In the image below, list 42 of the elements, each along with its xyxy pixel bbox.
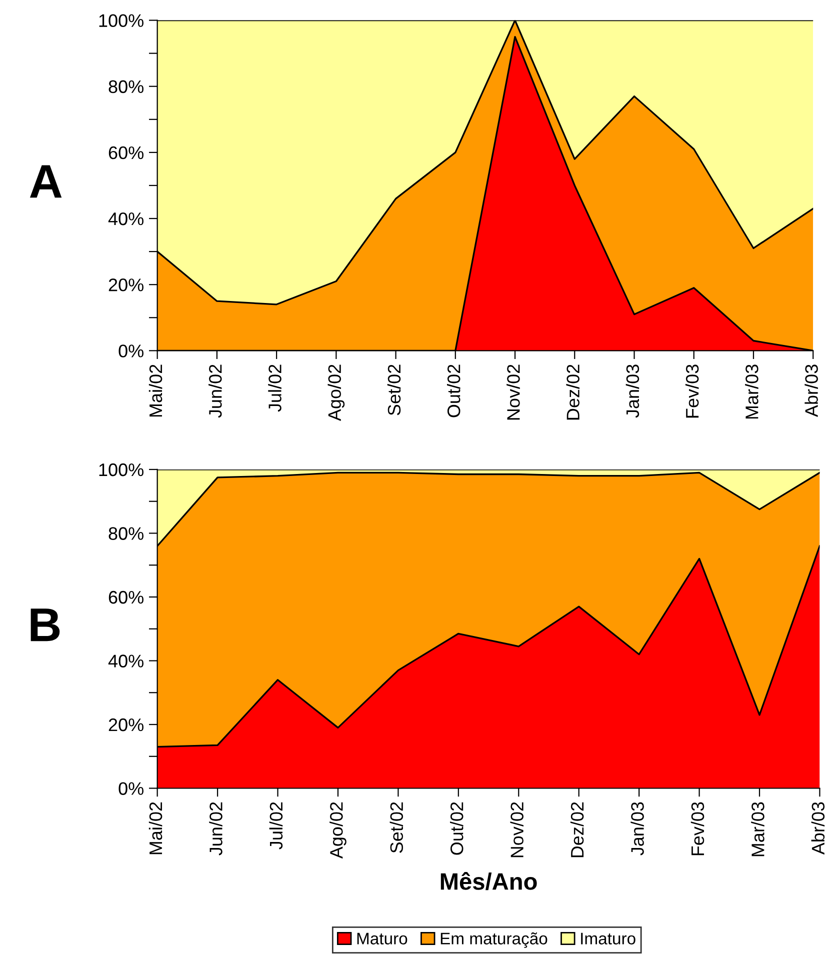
x-tick-label: Set/02 [390, 802, 404, 853]
x-tick-label: Dez/02 [570, 802, 584, 858]
text: A [30, 165, 62, 198]
y-tick-label: 100% [99, 14, 144, 28]
x-tick-label: Jul/02 [268, 364, 282, 412]
x-tick-label: Out/02 [446, 364, 460, 418]
legend-label: Maturo [357, 932, 408, 944]
x-tick-label: Jan/03 [630, 802, 644, 856]
x-tick-label: Set/02 [387, 364, 401, 416]
x-tick-label: Mar/03 [751, 802, 764, 856]
y-tick-label: 40% [108, 212, 144, 226]
x-tick-label: Jan/03 [626, 364, 640, 418]
x-tick-label: Jun/02 [208, 364, 222, 418]
x-tick-label: Mai/02 [148, 364, 162, 417]
x-tick-label: Abr/03 [811, 802, 825, 855]
y-tick-label: 80% [108, 527, 144, 540]
y-tick-label: 60% [108, 146, 144, 160]
x-tick-label: Nov/02 [506, 364, 520, 420]
x-tick-label: Nov/02 [510, 802, 524, 858]
x-tick-label: Out/02 [450, 802, 464, 855]
x-tick-label: Fev/03 [690, 802, 704, 856]
y-tick-label: 60% [108, 590, 144, 604]
y-tick-label: 100% [99, 463, 144, 476]
legend-label: Em maturação [440, 932, 548, 948]
x-tick-label: Jul/02 [269, 802, 283, 850]
x-tick-label: Ago/02 [330, 802, 346, 859]
y-tick-label: 0% [118, 782, 144, 795]
y-tick-label: 0% [118, 344, 144, 358]
x-tick-label: Fev/03 [685, 364, 699, 418]
text: B [30, 608, 60, 642]
x-tick-label: Jun/02 [209, 802, 222, 856]
x-tick-label: Dez/02 [566, 364, 580, 420]
y-tick-label: 80% [108, 80, 144, 94]
y-tick-label: 40% [108, 654, 144, 668]
x-axis-title: Mês/Ano [440, 872, 537, 890]
x-tick-label: Ago/02 [328, 364, 345, 422]
x-tick-label: Mar/03 [745, 364, 758, 419]
legend-label: Imaturo [581, 932, 636, 944]
x-tick-label: Mai/02 [148, 802, 162, 854]
y-tick-label: 20% [108, 718, 144, 732]
x-tick-label: Abr/03 [804, 364, 818, 418]
y-tick-label: 20% [108, 278, 144, 292]
